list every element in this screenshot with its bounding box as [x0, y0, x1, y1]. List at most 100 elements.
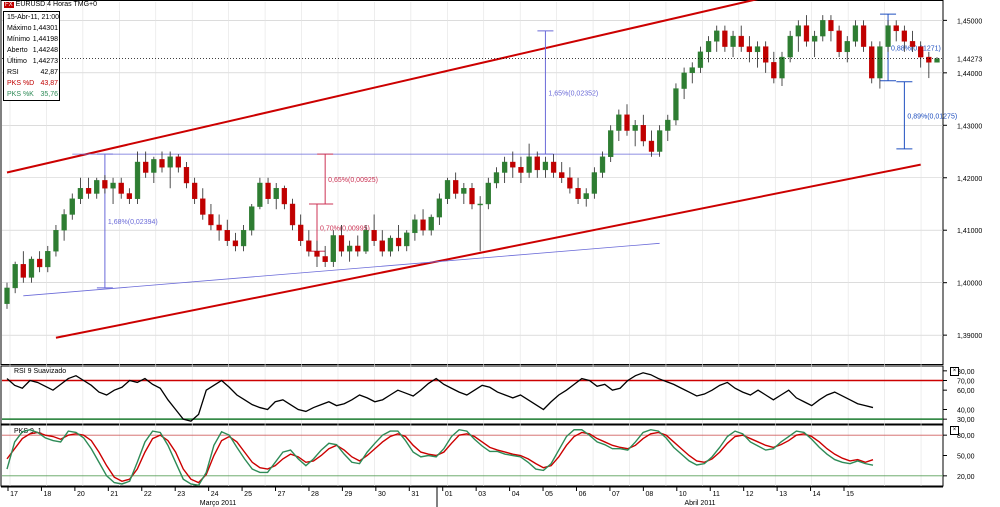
candle-body — [918, 46, 924, 58]
rsi-tick-label: 40,00 — [957, 408, 975, 415]
price-tick-label: 1,45000 — [957, 18, 982, 25]
x-tick-label: 05 — [545, 491, 553, 498]
candle-body — [722, 30, 728, 47]
candle-body — [314, 251, 320, 257]
candle-body — [869, 46, 875, 79]
rsi-close-button[interactable]: × — [950, 367, 959, 376]
measure-label: 0,88%(0,01271) — [891, 45, 941, 52]
candle-body — [485, 182, 491, 205]
x-tick-label: 22 — [144, 491, 152, 498]
x-tick-label: 31 — [411, 491, 419, 498]
candle-body — [771, 62, 777, 79]
x-tick-label: 30 — [378, 491, 386, 498]
x-tick-label: 25 — [244, 491, 252, 498]
candle-body — [224, 230, 230, 241]
candle-body — [803, 25, 810, 42]
info-row-pks-d: PKS %D 43,87 — [7, 80, 58, 87]
x-tick-label: 24 — [211, 491, 219, 498]
candle-body — [412, 219, 418, 234]
candle-body — [877, 46, 883, 79]
candle-body — [118, 182, 124, 194]
candle-body — [673, 88, 679, 121]
candle-body — [583, 193, 589, 199]
measure-label: 1,65%(0,02352) — [548, 91, 598, 98]
channel-line — [55, 163, 921, 339]
price-tick-label: 1,39000 — [957, 333, 982, 340]
x-tick-label: 07 — [612, 491, 620, 498]
x-tick-label: 12 — [746, 491, 754, 498]
candle-body — [167, 156, 173, 168]
candle-body — [436, 198, 443, 218]
info-box: 15-Abr-11, 21:00 Máximo 1,44301 Mínimo 1,4… — [3, 11, 60, 101]
candle-body — [550, 161, 557, 173]
info-row-pks-k: PKS %K 35,76 — [7, 91, 58, 98]
candle-body — [159, 159, 165, 168]
candle-body — [665, 119, 671, 131]
x-tick-label: 17 — [10, 491, 18, 498]
pks-series-line — [6, 428, 874, 487]
candle-body — [599, 156, 606, 173]
candle-body — [860, 25, 867, 47]
candle-body — [420, 219, 426, 231]
candle-body — [632, 125, 638, 131]
candle-body — [183, 167, 190, 184]
candle-body — [45, 251, 51, 268]
candle-body — [493, 172, 500, 184]
candle-body — [926, 56, 932, 63]
candle-body — [322, 256, 328, 262]
x-tick-label: 10 — [679, 491, 687, 498]
candle-body — [542, 161, 549, 171]
info-row-rsi: RSI 42,87 — [7, 69, 58, 76]
x-tick-label: 21 — [110, 491, 118, 498]
price-tick-label: 1,40000 — [957, 281, 982, 288]
candle-body — [754, 46, 761, 53]
candle-body — [526, 156, 532, 173]
candle-body — [591, 172, 598, 194]
candle-body — [510, 161, 516, 168]
x-tick-label: 28 — [311, 491, 319, 498]
candle-body — [608, 130, 614, 157]
candle-body — [289, 203, 296, 226]
candle-body — [175, 156, 181, 168]
rsi-tick-label: 60,00 — [957, 388, 975, 395]
candle-body — [126, 193, 133, 199]
candle-body — [453, 180, 459, 194]
measure-label: 1,68%(0,02394) — [108, 219, 158, 226]
candle-body — [20, 264, 26, 278]
rsi-panel: RSI 9 Suavizado 80,00 70,00 60,00 40,00 30,00 — [2, 368, 975, 424]
price-tick-label: 1,43000 — [957, 123, 982, 130]
candle-body — [697, 51, 704, 68]
candle-body — [265, 182, 271, 199]
info-row-high: Máximo 1,44301 — [7, 25, 58, 32]
candle-body — [61, 214, 67, 231]
x-axis: 17 18 20 21 22 23 24 25 27 28 29 30 31 01 03 04 05 06 07 08… — [1, 486, 943, 507]
rsi-tick-label: 80,00 — [957, 369, 975, 376]
price-panel-frame — [0, 0, 944, 365]
candle-body — [249, 206, 255, 231]
candle-body — [461, 188, 467, 194]
candle-body — [844, 41, 850, 53]
info-row-last: Último 1,44273 — [7, 58, 58, 65]
price-candles — [4, 15, 940, 309]
candle-body — [379, 240, 385, 252]
pks-close-button[interactable]: × — [950, 426, 959, 435]
candle-body — [387, 237, 394, 252]
pks-tick-label: 80,00 — [957, 433, 975, 440]
candle-body — [273, 188, 279, 199]
candle-body — [820, 20, 826, 37]
candle-body — [681, 72, 687, 89]
candle-body — [714, 30, 720, 42]
info-date: 15-Abr-11, 21:00 — [7, 14, 60, 21]
candle-body — [143, 161, 149, 173]
x-tick-label: 03 — [478, 491, 486, 498]
candle-body — [200, 198, 206, 215]
candle-body — [110, 182, 116, 189]
candle-body — [330, 235, 336, 262]
candle-body — [346, 245, 353, 252]
x-tick-label: 13 — [779, 491, 787, 498]
candle-body — [191, 182, 198, 199]
candle-body — [240, 230, 247, 247]
candle-body — [746, 46, 753, 53]
candle-body — [298, 224, 304, 241]
